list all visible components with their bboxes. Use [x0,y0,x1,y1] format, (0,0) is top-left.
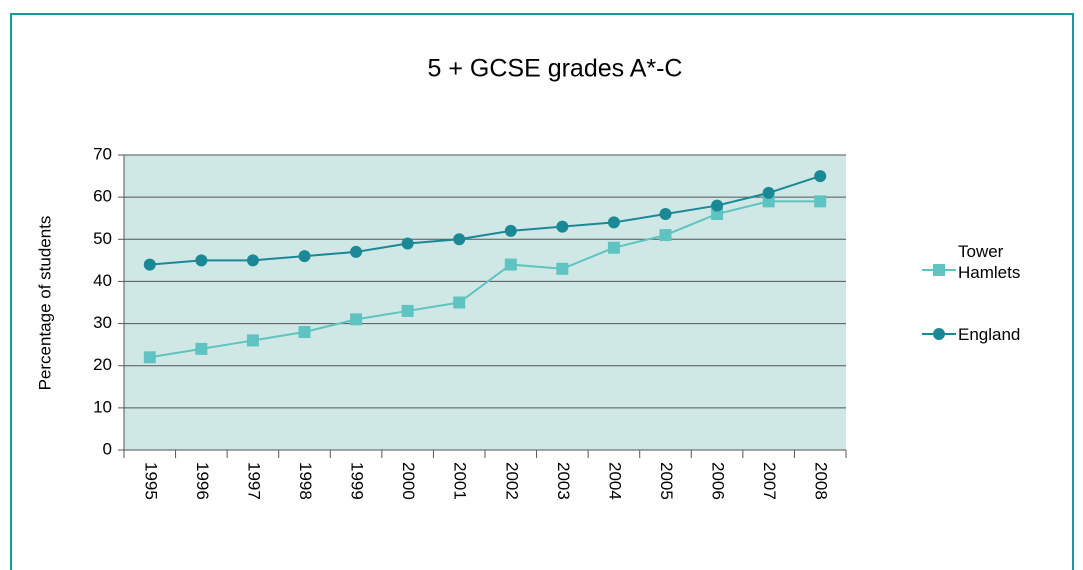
x-tick-label: 2008 [812,462,831,500]
legend-marker [933,264,945,276]
marker [711,208,724,220]
y-tick-label: 40 [93,271,112,290]
marker [143,258,156,271]
marker [298,250,311,263]
x-tick-label: 1996 [193,462,212,500]
marker [814,170,827,183]
line [149,175,821,266]
x-tick-label: 1999 [348,462,367,500]
marker [607,216,620,229]
x-tick-label: 2004 [605,462,624,500]
legend-marker [933,328,945,340]
marker [504,224,517,237]
marker [711,199,724,212]
marker [401,304,414,317]
marker [298,326,311,338]
x-tick-label: 2001 [451,462,470,500]
y-tick-label: 50 [93,229,112,248]
marker [453,233,466,246]
marker [762,186,775,199]
marker [556,262,569,275]
marker [504,258,517,271]
marker [350,245,363,258]
x-tick-label: 2006 [709,462,728,500]
legend-label: Tower Hamlets [958,242,1021,282]
marker [143,351,156,364]
y-tick-label: 10 [93,397,112,416]
y-tick-label: 60 [93,187,112,206]
x-tick-label: 2005 [657,462,676,500]
y-axis-label: Percentage of students [35,216,54,391]
marker [659,229,672,242]
marker [814,195,827,208]
marker [195,342,208,355]
legend-label: England [958,324,1021,344]
marker [195,254,208,267]
marker [246,334,259,347]
marker [246,254,259,267]
line [149,200,821,359]
y-tick-label: 0 [103,439,112,458]
x-tick-label: 2003 [554,462,573,500]
x-tick-label: 1998 [296,462,315,500]
y-tick-label: 20 [93,355,112,374]
y-tick-label: 30 [93,313,112,332]
x-tick-label: 2007 [760,462,779,500]
plot-area [124,155,846,450]
x-tick-label: 2000 [399,462,418,500]
marker [350,313,363,326]
x-tick-label: 1995 [141,462,160,500]
marker [401,237,414,250]
marker [556,220,569,233]
x-tick-label: 2002 [502,462,521,500]
marker [453,296,466,309]
chart-title: 5 + GCSE grades A*-C [428,55,683,83]
y-tick-label: 70 [93,144,112,163]
frame [10,13,1074,570]
x-tick-label: 1997 [244,462,263,500]
marker [659,208,672,220]
marker [607,241,620,254]
marker [762,195,775,208]
